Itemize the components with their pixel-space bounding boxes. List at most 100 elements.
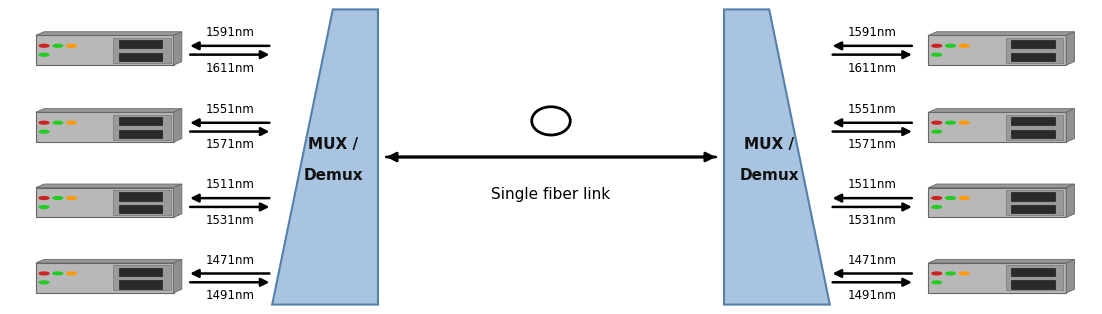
- Circle shape: [40, 53, 48, 56]
- Bar: [35, 35, 174, 65]
- Circle shape: [53, 44, 63, 47]
- Bar: [114, 115, 171, 140]
- Circle shape: [53, 272, 63, 275]
- Circle shape: [960, 44, 969, 47]
- Circle shape: [40, 281, 48, 284]
- Circle shape: [40, 272, 48, 275]
- Text: Demux: Demux: [739, 168, 799, 183]
- Bar: [114, 190, 171, 215]
- Polygon shape: [35, 259, 182, 263]
- Circle shape: [946, 197, 955, 199]
- Bar: [119, 192, 162, 201]
- Circle shape: [53, 197, 63, 199]
- Text: 1511nm: 1511nm: [847, 178, 897, 191]
- Polygon shape: [174, 259, 182, 293]
- Circle shape: [67, 44, 76, 47]
- Bar: [35, 263, 174, 293]
- Polygon shape: [272, 9, 378, 305]
- Text: 1551nm: 1551nm: [847, 103, 897, 116]
- Polygon shape: [928, 184, 1074, 188]
- Circle shape: [960, 197, 969, 199]
- Circle shape: [67, 197, 76, 199]
- Bar: [119, 117, 162, 125]
- Bar: [35, 188, 174, 217]
- Circle shape: [932, 281, 941, 284]
- Circle shape: [67, 272, 76, 275]
- Polygon shape: [1066, 32, 1074, 65]
- Polygon shape: [928, 259, 1074, 263]
- Circle shape: [932, 272, 941, 275]
- Circle shape: [932, 130, 941, 133]
- Bar: [1012, 280, 1055, 289]
- Circle shape: [932, 53, 941, 56]
- Text: 1531nm: 1531nm: [847, 214, 897, 227]
- Bar: [1012, 53, 1055, 61]
- Bar: [119, 53, 162, 61]
- Circle shape: [40, 206, 48, 208]
- Text: 1551nm: 1551nm: [205, 103, 255, 116]
- Circle shape: [946, 44, 955, 47]
- Text: 1591nm: 1591nm: [847, 26, 897, 39]
- Bar: [1012, 117, 1055, 125]
- Bar: [114, 38, 171, 63]
- Circle shape: [53, 121, 63, 124]
- Polygon shape: [174, 109, 182, 142]
- Text: 1571nm: 1571nm: [205, 138, 255, 151]
- Bar: [1012, 268, 1055, 276]
- Circle shape: [40, 130, 48, 133]
- Polygon shape: [1066, 259, 1074, 293]
- Text: 1571nm: 1571nm: [847, 138, 897, 151]
- Bar: [119, 130, 162, 138]
- Bar: [928, 188, 1066, 217]
- Polygon shape: [928, 32, 1074, 35]
- Circle shape: [932, 206, 941, 208]
- Text: 1471nm: 1471nm: [847, 254, 897, 267]
- Bar: [35, 112, 174, 142]
- Bar: [1012, 192, 1055, 201]
- Bar: [1005, 38, 1063, 63]
- Text: 1531nm: 1531nm: [205, 214, 255, 227]
- Text: MUX /: MUX /: [307, 137, 358, 152]
- Text: 1611nm: 1611nm: [205, 62, 255, 74]
- Circle shape: [932, 121, 941, 124]
- Circle shape: [946, 272, 955, 275]
- Circle shape: [932, 44, 941, 47]
- Bar: [928, 35, 1066, 65]
- Polygon shape: [35, 109, 182, 112]
- Text: Single fiber link: Single fiber link: [491, 187, 611, 202]
- Bar: [119, 205, 162, 213]
- Circle shape: [40, 197, 48, 199]
- Ellipse shape: [531, 107, 571, 135]
- Polygon shape: [1066, 184, 1074, 217]
- Bar: [928, 263, 1066, 293]
- Polygon shape: [174, 184, 182, 217]
- Text: 1471nm: 1471nm: [205, 254, 255, 267]
- Bar: [928, 112, 1066, 142]
- Circle shape: [960, 121, 969, 124]
- Bar: [119, 268, 162, 276]
- Bar: [1005, 115, 1063, 140]
- Text: Demux: Demux: [303, 168, 363, 183]
- Bar: [1005, 265, 1063, 290]
- Bar: [114, 265, 171, 290]
- Circle shape: [67, 121, 76, 124]
- Polygon shape: [928, 109, 1074, 112]
- Polygon shape: [1066, 109, 1074, 142]
- Bar: [1012, 130, 1055, 138]
- Text: 1491nm: 1491nm: [847, 289, 897, 302]
- Bar: [1005, 190, 1063, 215]
- Text: 1511nm: 1511nm: [205, 178, 255, 191]
- Bar: [119, 280, 162, 289]
- Polygon shape: [35, 32, 182, 35]
- Polygon shape: [35, 184, 182, 188]
- Circle shape: [40, 121, 48, 124]
- Bar: [1012, 205, 1055, 213]
- Polygon shape: [724, 9, 830, 305]
- Bar: [1012, 40, 1055, 48]
- Bar: [119, 40, 162, 48]
- Text: 1611nm: 1611nm: [847, 62, 897, 74]
- Circle shape: [960, 272, 969, 275]
- Text: 1491nm: 1491nm: [205, 289, 255, 302]
- Circle shape: [40, 44, 48, 47]
- Circle shape: [946, 121, 955, 124]
